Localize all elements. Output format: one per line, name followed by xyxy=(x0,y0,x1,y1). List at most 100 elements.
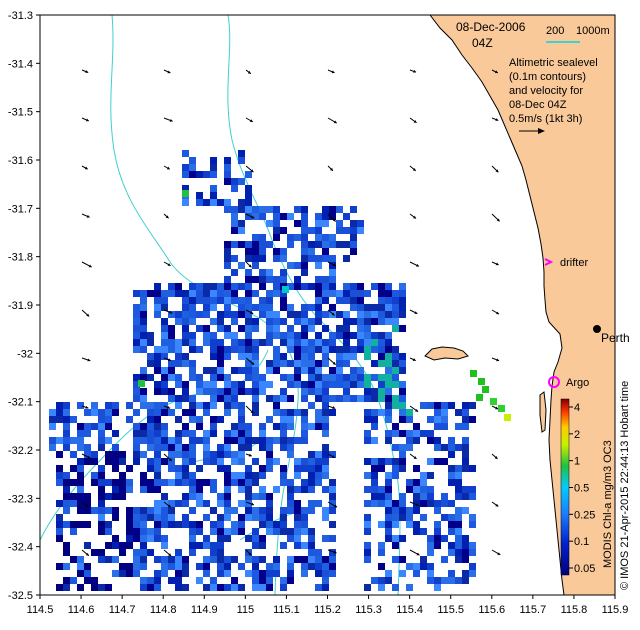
chl-pixel xyxy=(91,577,98,584)
chl-pixel xyxy=(91,584,98,591)
chl-pixel xyxy=(98,444,105,451)
chl-pixel xyxy=(315,276,322,283)
chl-pixel xyxy=(378,311,385,318)
chl-pixel xyxy=(126,479,133,486)
chl-pixel xyxy=(238,458,245,465)
chl-pixel xyxy=(294,283,301,290)
chl-pixel xyxy=(224,381,231,388)
chl-pixel xyxy=(259,577,266,584)
chl-pixel xyxy=(182,353,189,360)
chl-pixel xyxy=(343,346,350,353)
chl-pixel xyxy=(350,206,357,213)
chl-pixel xyxy=(252,458,259,465)
chl-pixel xyxy=(504,414,511,421)
chl-pixel xyxy=(441,416,448,423)
chl-pixel xyxy=(308,339,315,346)
chl-pixel xyxy=(126,514,133,521)
velocity-arrow xyxy=(163,213,169,219)
chl-pixel xyxy=(364,353,371,360)
chl-pixel xyxy=(399,304,406,311)
chl-pixel xyxy=(217,493,224,500)
chl-pixel xyxy=(217,514,224,521)
chl-pixel xyxy=(224,311,231,318)
chl-pixel xyxy=(392,472,399,479)
y-tick-label: -31.3 xyxy=(8,10,33,22)
chl-pixel xyxy=(280,542,287,549)
chl-pixel xyxy=(357,367,364,374)
chl-pixel xyxy=(63,577,70,584)
velocity-arrow xyxy=(491,261,499,266)
chl-pixel xyxy=(329,241,336,248)
chl-pixel xyxy=(371,395,378,402)
chl-pixel xyxy=(364,339,371,346)
chl-pixel xyxy=(357,283,364,290)
chl-pixel xyxy=(238,479,245,486)
chl-pixel xyxy=(259,542,266,549)
chl-pixel xyxy=(399,402,406,409)
chl-pixel xyxy=(266,507,273,514)
chl-pixel xyxy=(252,367,259,374)
chl-pixel xyxy=(287,311,294,318)
chl-pixel xyxy=(77,444,84,451)
chl-pixel xyxy=(308,563,315,570)
chl-pixel xyxy=(238,353,245,360)
chl-pixel xyxy=(498,405,505,412)
chl-pixel xyxy=(364,556,371,563)
chl-pixel xyxy=(322,381,329,388)
chl-pixel xyxy=(371,283,378,290)
chl-pixel xyxy=(266,241,273,248)
chl-pixel xyxy=(77,521,84,528)
chl-pixel xyxy=(70,479,77,486)
chl-pixel xyxy=(189,332,196,339)
chl-pixel xyxy=(217,465,224,472)
chl-pixel xyxy=(266,325,273,332)
chl-pixel xyxy=(280,374,287,381)
chl-pixel xyxy=(175,290,182,297)
chl-pixel xyxy=(140,304,147,311)
chl-pixel xyxy=(441,493,448,500)
chl-pixel xyxy=(63,423,70,430)
chl-pixel xyxy=(112,458,119,465)
chl-pixel xyxy=(294,465,301,472)
chl-pixel xyxy=(168,325,175,332)
chl-pixel xyxy=(427,472,434,479)
chl-pixel xyxy=(210,556,217,563)
chl-pixel xyxy=(273,528,280,535)
chl-pixel xyxy=(378,353,385,360)
chl-pixel xyxy=(105,409,112,416)
chl-pixel xyxy=(322,430,329,437)
chl-pixel xyxy=(301,206,308,213)
chl-pixel xyxy=(126,542,133,549)
chl-pixel xyxy=(175,353,182,360)
chl-pixel xyxy=(245,199,252,206)
contour-1000-label: 1000m xyxy=(576,25,610,37)
chl-pixel xyxy=(231,577,238,584)
chl-pixel xyxy=(322,213,329,220)
chl-pixel xyxy=(189,549,196,556)
chl-pixel xyxy=(252,542,259,549)
chl-pixel xyxy=(56,472,63,479)
chl-pixel xyxy=(224,451,231,458)
chl-pixel xyxy=(308,283,315,290)
chl-pixel xyxy=(434,521,441,528)
chl-pixel xyxy=(238,381,245,388)
chl-pixel xyxy=(245,360,252,367)
chl-pixel xyxy=(175,346,182,353)
chl-pixel xyxy=(287,213,294,220)
chl-pixel xyxy=(273,220,280,227)
chl-pixel xyxy=(329,556,336,563)
chl-pixel xyxy=(364,395,371,402)
chl-pixel xyxy=(448,542,455,549)
chl-pixel xyxy=(399,493,406,500)
chl-pixel xyxy=(245,556,252,563)
chl-pixel xyxy=(245,423,252,430)
chl-pixel xyxy=(378,493,385,500)
chl-pixel xyxy=(266,500,273,507)
chl-pixel xyxy=(301,339,308,346)
chl-pixel xyxy=(196,192,203,199)
chl-pixel xyxy=(294,409,301,416)
garden-island xyxy=(539,391,547,433)
chl-pixel xyxy=(49,437,56,444)
chl-pixel xyxy=(301,360,308,367)
chl-pixel xyxy=(231,339,238,346)
